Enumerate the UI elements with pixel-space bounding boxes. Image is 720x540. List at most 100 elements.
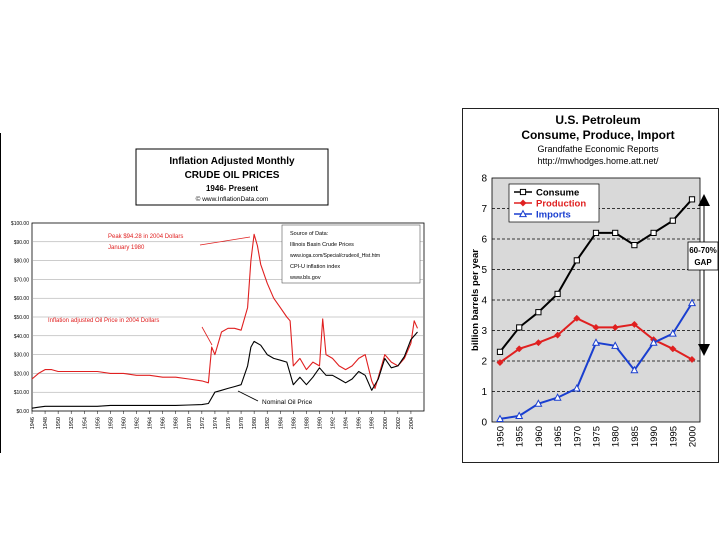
- crude-oil-y-tick-40: $40.00: [14, 334, 30, 340]
- crude-oil-x-tick-1950: 1950: [56, 417, 62, 429]
- crude-oil-x-tick-1956: 1956: [95, 417, 101, 429]
- crude-oil-title: Inflation Adjusted Monthly: [169, 156, 295, 167]
- crude-oil-y-tick-0: $0.00: [16, 409, 29, 415]
- crude-oil-x-tick-1994: 1994: [344, 417, 350, 429]
- point-imports-2000: [687, 298, 697, 307]
- us-petroleum-x-tick-1950: 1950: [496, 426, 507, 447]
- point-production-1960: [534, 339, 542, 347]
- crude-oil-x-tick-1984: 1984: [278, 417, 284, 429]
- crude-oil-y-tick-10: $10.00: [14, 390, 30, 396]
- crude-oil-y-tick-80: $80.00: [14, 259, 30, 265]
- us-petroleum-subtitle: Consume, Produce, Import: [521, 128, 674, 142]
- crude-oil-x-tick-1962: 1962: [135, 417, 141, 429]
- crude-oil-x-tick-1976: 1976: [226, 417, 232, 429]
- crude-oil-x-tick-1988: 1988: [304, 417, 310, 429]
- legend-label-imports: Imports: [536, 210, 571, 221]
- us-petroleum-chart: U.S. Petroleum Consume, Produce, Import …: [462, 108, 720, 463]
- us-petroleum-x-tick-1985: 1985: [630, 426, 641, 447]
- gap-label-line-1: 60-70%: [689, 246, 717, 255]
- us-petroleum-x-tick-1975: 1975: [592, 426, 603, 447]
- source-line-4: CPI-U inflation index: [290, 264, 340, 270]
- point-consume-1955: [516, 324, 523, 331]
- nominal-annotation: Nominal Oil Price: [262, 399, 313, 406]
- us-petroleum-y-tick-4: 4: [481, 296, 487, 307]
- us-petroleum-y-tick-2: 2: [481, 357, 487, 368]
- point-consume-1990: [650, 229, 657, 237]
- peak-annotation-line-2: January 1980: [108, 245, 145, 251]
- point-consume-1995: [669, 217, 676, 224]
- crude-oil-x-tick-2002: 2002: [396, 417, 402, 429]
- crude-oil-chart-svg: Inflation Adjusted Monthly CRUDE OIL PRI…: [0, 133, 432, 453]
- crude-oil-x-tick-1954: 1954: [82, 417, 88, 429]
- crude-oil-x-tick-1972: 1972: [200, 417, 206, 429]
- point-imports-1995: [668, 329, 677, 337]
- crude-oil-y-tick-labels: $0.00 $10.00 $20.00 $30.00 $40.00 $50.00 $60.0…: [11, 221, 29, 415]
- crude-oil-x-tick-1968: 1968: [174, 417, 180, 429]
- us-petroleum-x-tick-1955: 1955: [515, 426, 526, 447]
- us-petroleum-url: http://mwhodges.home.att.net/: [537, 156, 659, 166]
- us-petroleum-x-tick-2000: 2000: [688, 426, 699, 447]
- point-imports-1985: [630, 365, 639, 374]
- peak-annotation-arrow: [199, 236, 251, 246]
- crude-oil-x-tick-2000: 2000: [383, 417, 389, 429]
- crude-oil-y-tick-30: $30.00: [14, 353, 30, 359]
- legend-marker-consume: [519, 188, 527, 196]
- crude-oil-x-tick-1946: 1946: [30, 417, 36, 429]
- source-line-2: Illinois Basin Crude Prices: [290, 242, 354, 248]
- gap-arrow-up: [698, 194, 710, 206]
- crude-oil-x-tick-1960: 1960: [121, 417, 127, 429]
- us-petroleum-x-tick-1995: 1995: [668, 426, 679, 447]
- crude-oil-x-tick-labels: 1946 1948 1950 1952 1954 1956 1958 1960 1962 1964…: [30, 417, 415, 429]
- source-line-5: www.bls.gov: [289, 275, 321, 281]
- series-line-nominal: [31, 331, 418, 409]
- us-petroleum-y-tick-0: 0: [481, 418, 487, 429]
- us-petroleum-x-tick-1990: 1990: [649, 426, 660, 447]
- point-consume-1950: [496, 348, 504, 355]
- crude-oil-y-tick-20: $20.00: [14, 371, 30, 377]
- us-petroleum-x-tick-1960: 1960: [534, 426, 545, 447]
- legend-marker-imports: [518, 209, 528, 218]
- nominal-annotation-arrow: [237, 390, 259, 402]
- us-petroleum-y-tick-5: 5: [481, 265, 487, 276]
- point-consume-2000: [688, 196, 696, 203]
- crude-oil-y-tick-50: $50.00: [14, 315, 30, 321]
- point-imports-1955: [515, 411, 524, 419]
- gap-arrow-down: [698, 344, 710, 356]
- point-imports-1970: [572, 383, 581, 392]
- crude-oil-y-tick-100: $100.00: [11, 221, 29, 227]
- crude-oil-x-tick-1986: 1986: [291, 417, 297, 429]
- us-petroleum-chart-svg: U.S. Petroleum Consume, Produce, Import …: [462, 108, 719, 463]
- us-petroleum-y-tick-6: 6: [481, 235, 487, 246]
- crude-oil-y-tick-90: $90.00: [14, 240, 30, 246]
- inflation-annotation-arrow: [201, 326, 213, 346]
- series-line-inflation-adjusted: [31, 233, 419, 389]
- inflation-annotation: Inflation adjusted Oil Price in 2004 Dol…: [48, 318, 159, 324]
- source-line-1: Source of Data:: [290, 231, 329, 237]
- gap-label-line-2: GAP: [694, 258, 712, 267]
- crude-oil-x-tick-2004: 2004: [409, 417, 415, 429]
- us-petroleum-y-tick-1: 1: [481, 387, 487, 398]
- crude-oil-x-tick-1992: 1992: [331, 417, 337, 429]
- crude-oil-x-tick-1958: 1958: [108, 417, 114, 429]
- crude-oil-source-box: [281, 224, 421, 284]
- crude-oil-x-tick-1982: 1982: [265, 417, 271, 429]
- point-production-1985: [630, 320, 638, 328]
- legend-marker-production: [519, 199, 527, 207]
- point-imports-1960: [534, 399, 543, 407]
- crude-oil-x-tick-1970: 1970: [187, 417, 193, 429]
- point-consume-1980: [612, 229, 619, 237]
- us-petroleum-series-lines: [495, 196, 697, 423]
- us-petroleum-y-tick-7: 7: [481, 204, 487, 215]
- crude-oil-x-tick-1980: 1980: [252, 417, 258, 429]
- point-consume-1970: [573, 257, 580, 264]
- legend-label-production: Production: [536, 199, 586, 210]
- point-production-1995: [669, 345, 677, 353]
- crude-oil-x-tick-1948: 1948: [43, 417, 49, 429]
- point-imports-1980: [611, 341, 620, 349]
- crude-oil-y-tick-60: $60.00: [14, 296, 30, 302]
- crude-oil-x-tick-1978: 1978: [239, 417, 245, 429]
- us-petroleum-x-tick-1970: 1970: [572, 426, 583, 447]
- us-petroleum-y-tick-labels: 0 1 2 3 4 5 6 7 8: [481, 174, 487, 429]
- peak-annotation-line-1: Peak $94.28 in 2004 Dollars: [108, 234, 183, 240]
